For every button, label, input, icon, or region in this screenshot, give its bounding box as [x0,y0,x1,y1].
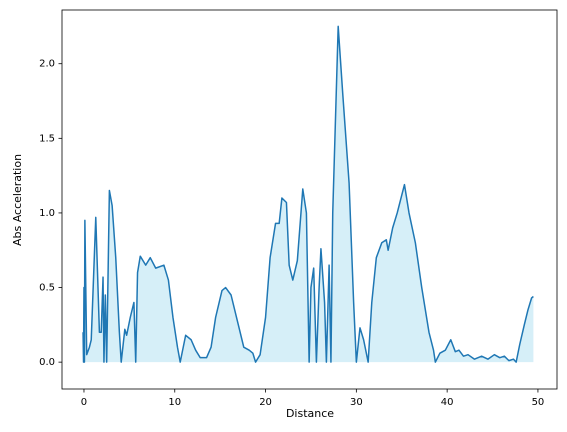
line [82,25,534,363]
y-tick-label: 2.0 [39,59,55,70]
x-tick-label: 50 [532,397,545,408]
y-axis-label: Abs Acceleration [11,154,24,246]
x-axis-label: Distance [286,407,334,420]
y-tick-label: 1.0 [39,208,55,219]
plot-frame [61,9,558,390]
x-tick-label: 40 [441,397,454,408]
y-tick-label: 1.5 [39,133,55,144]
x-tick-label: 30 [350,397,363,408]
x-tick-label: 20 [259,397,272,408]
y-tick-label: 0.0 [39,357,55,368]
x-tick-label: 10 [168,397,181,408]
y-tick-label: 0.5 [39,283,55,294]
x-tick-label: 0 [81,397,87,408]
